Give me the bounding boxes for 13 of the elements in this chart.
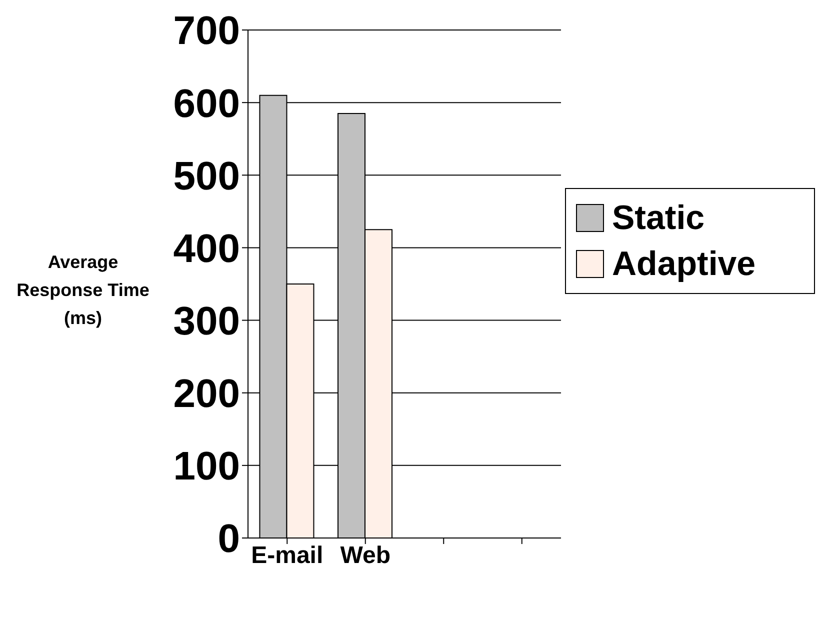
y-tick-label: 100: [173, 444, 240, 489]
y-tick-label: 700: [173, 9, 240, 54]
y-tick-label: 500: [173, 154, 240, 198]
y-axis-title: Average Response Time (ms): [16, 251, 150, 330]
x-tick-label: Web: [340, 542, 390, 570]
y-tick-label: 0: [218, 517, 240, 562]
y-tick-label: 600: [173, 82, 240, 126]
legend-label: Static: [612, 198, 705, 239]
y-tick-label: 200: [173, 372, 240, 416]
legend-label: Adaptive: [612, 244, 756, 285]
y-tick-label: 300: [173, 299, 240, 344]
y-tick-label: 400: [173, 226, 240, 271]
x-tick-label: E-mail: [251, 542, 324, 570]
